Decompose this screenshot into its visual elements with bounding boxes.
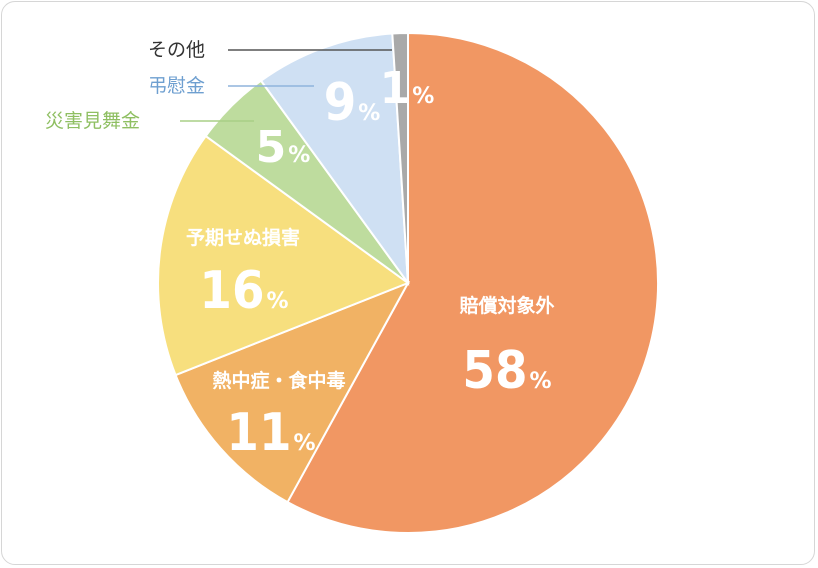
slice-condolence	[259, 32, 410, 287]
slice-heatstroke	[174, 281, 411, 504]
slice-value-condolence: 9%	[324, 73, 381, 133]
label-condolence: 弔慰金	[148, 75, 205, 97]
inside-labels: 賠償対象外 58% 熱中症・食中毒 11% 予期せぬ損害 16% 5% 9% 1…	[186, 63, 555, 463]
slice-value-disaster: 5%	[256, 122, 311, 173]
slice-value-other: 1%	[380, 63, 435, 114]
pie-slices	[157, 31, 659, 534]
slice-value-not-covered: 58%	[462, 341, 551, 401]
label-other: その他	[148, 39, 205, 61]
slice-value-heatstroke: 11%	[226, 403, 315, 463]
slice-label-not-covered: 賠償対象外	[459, 294, 554, 317]
slice-label-heatstroke: 熱中症・食中毒	[212, 369, 345, 392]
slice-not-covered	[286, 31, 659, 534]
outside-labels: その他 弔慰金 災害見舞金	[45, 39, 392, 132]
slice-unexpected	[157, 134, 411, 377]
slice-label-unexpected: 予期せぬ損害	[186, 226, 300, 249]
label-disaster: 災害見舞金	[45, 110, 140, 132]
slice-value-unexpected: 16%	[199, 261, 288, 321]
slice-other	[391, 31, 409, 284]
